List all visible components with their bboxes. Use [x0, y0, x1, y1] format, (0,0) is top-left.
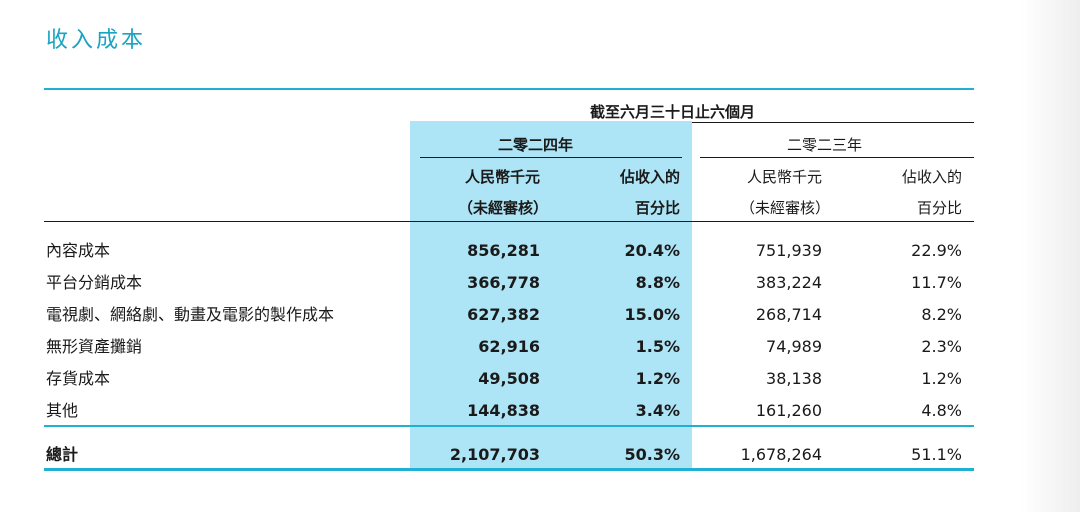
pct-2024: 8.8%	[635, 273, 680, 292]
total-top-rule	[44, 425, 974, 427]
section-title: 收入成本	[46, 28, 147, 53]
pct-2023: 4.8%	[921, 401, 962, 420]
unit-2023-line2: （未經審核）	[739, 199, 830, 217]
pct-2023: 1.2%	[921, 369, 962, 388]
value-2023: 751,939	[755, 241, 822, 260]
row-label: 電視劇、網絡劇、動畫及電影的製作成本	[46, 305, 335, 324]
value-2023: 383,224	[755, 273, 822, 292]
unit-2024-line2: （未經審核）	[457, 199, 548, 217]
row-label: 其他	[46, 401, 79, 420]
pct-2023-line1: 佔收入的	[901, 168, 962, 186]
year-2023-header: 二零二三年	[787, 136, 863, 154]
value-2023: 161,260	[755, 401, 822, 420]
pct-2023: 11.7%	[911, 273, 962, 292]
total-label: 總計	[46, 445, 79, 464]
value-2023: 268,714	[755, 305, 822, 324]
page-edge-shadow	[1020, 0, 1080, 512]
value-2023: 38,138	[766, 369, 822, 388]
row-label: 存貨成本	[46, 369, 111, 388]
pct-2024: 15.0%	[624, 305, 680, 324]
year-2024-underline	[420, 157, 682, 158]
highlight-column-2024	[410, 121, 692, 469]
pct-2024-line1: 佔收入的	[619, 168, 680, 186]
row-label: 平台分銷成本	[46, 273, 143, 292]
pct-2024: 3.4%	[635, 401, 680, 420]
year-2024-header: 二零二四年	[498, 136, 574, 154]
period-header: 截至六月三十日止六個月	[590, 103, 756, 121]
value-2023: 74,989	[766, 337, 822, 356]
total-pct-2024: 50.3%	[624, 445, 680, 464]
period-underline	[692, 122, 974, 123]
total-pct-2023: 51.1%	[911, 445, 962, 464]
pct-2023-line2: 百分比	[916, 199, 962, 217]
total-bottom-rule	[44, 468, 974, 471]
pct-2023: 22.9%	[911, 241, 962, 260]
unit-2024-line1: 人民幣千元	[464, 168, 540, 186]
pct-2024: 1.5%	[635, 337, 680, 356]
title-rule	[44, 88, 974, 90]
header-bottom-rule	[44, 221, 974, 222]
pct-2024-line2: 百分比	[634, 199, 680, 217]
unit-2023-line1: 人民幣千元	[746, 168, 822, 186]
pct-2024: 1.2%	[635, 369, 680, 388]
pct-2024: 20.4%	[624, 241, 680, 260]
row-label: 無形資產攤銷	[46, 337, 143, 356]
value-2024: 144,838	[467, 401, 540, 420]
pct-2023: 8.2%	[921, 305, 962, 324]
year-2023-underline	[700, 157, 974, 158]
pct-2023: 2.3%	[921, 337, 962, 356]
row-label: 內容成本	[46, 241, 111, 260]
value-2024: 62,916	[478, 337, 540, 356]
value-2024: 49,508	[478, 369, 540, 388]
value-2024: 856,281	[467, 241, 540, 260]
total-value-2024: 2,107,703	[449, 445, 540, 464]
value-2024: 627,382	[467, 305, 540, 324]
value-2024: 366,778	[467, 273, 540, 292]
total-value-2023: 1,678,264	[740, 445, 822, 464]
